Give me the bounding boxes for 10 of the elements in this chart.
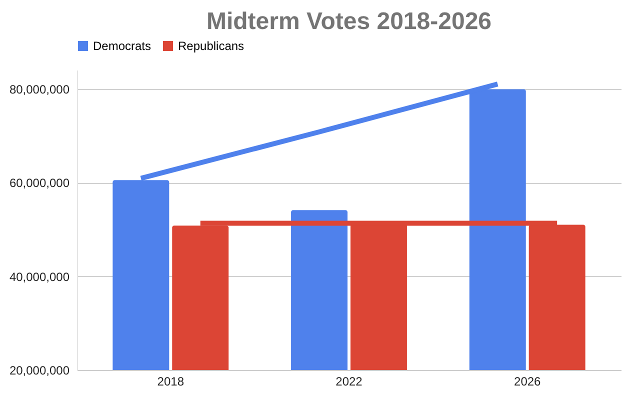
x-tick-label: 2022	[336, 374, 363, 388]
y-tick-label: 60,000,000	[9, 176, 70, 190]
legend-label: Republicans	[178, 39, 244, 53]
legend-label: Democrats	[93, 39, 152, 53]
chart-title: Midterm Votes 2018-2026	[206, 8, 492, 35]
x-tick-label: 2018	[157, 374, 184, 388]
y-tick-label: 80,000,000	[9, 82, 70, 96]
y-tick-label: 40,000,000	[9, 270, 70, 284]
x-tick-label: 2026	[514, 374, 542, 388]
y-tick-label: 20,000,000	[9, 364, 70, 378]
